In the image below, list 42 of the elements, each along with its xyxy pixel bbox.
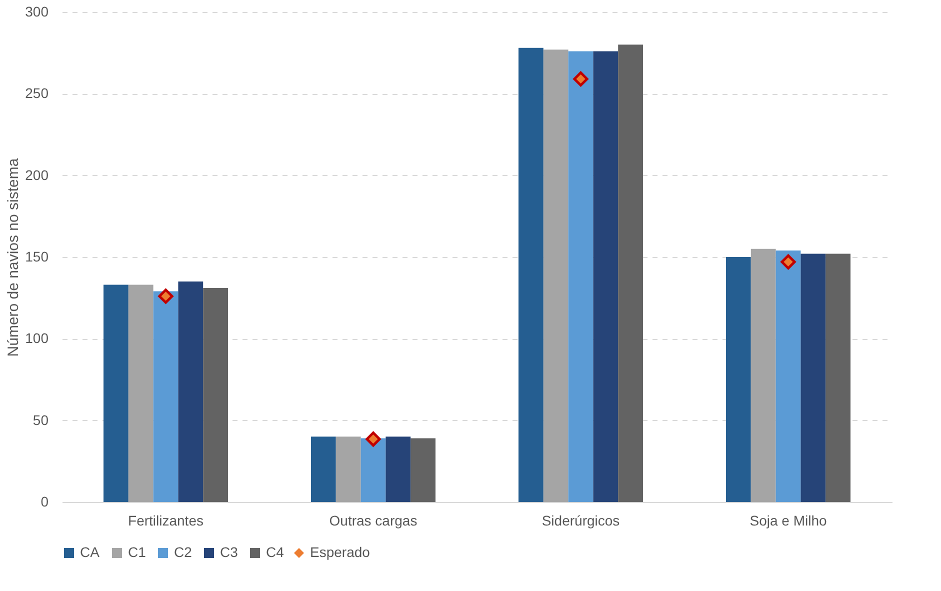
y-tick-label: 100 bbox=[25, 330, 49, 346]
bar bbox=[336, 436, 361, 502]
bar bbox=[543, 50, 568, 502]
y-tick-label: 50 bbox=[32, 412, 49, 428]
bar bbox=[178, 282, 204, 502]
bar bbox=[593, 51, 618, 502]
bar bbox=[153, 291, 178, 502]
bar bbox=[826, 254, 850, 502]
y-tick-label: 250 bbox=[25, 85, 49, 102]
bar bbox=[410, 438, 436, 502]
x-tick-label: Siderúrgicos bbox=[542, 512, 620, 528]
y-tick-label: 150 bbox=[25, 248, 49, 264]
bar bbox=[311, 436, 336, 502]
y-tick-label: 200 bbox=[25, 166, 49, 183]
y-tick-label: 0 bbox=[40, 494, 49, 510]
point bbox=[158, 288, 174, 304]
x-tick-label: Fertilizantes bbox=[128, 512, 204, 528]
legend-label: CA bbox=[80, 544, 100, 560]
bar bbox=[618, 44, 643, 502]
bar bbox=[800, 254, 826, 502]
y-tick-label: 300 bbox=[25, 4, 49, 20]
bar bbox=[518, 48, 544, 502]
bar bbox=[104, 284, 128, 502]
legend-label: C1 bbox=[128, 544, 146, 560]
bar bbox=[386, 436, 411, 502]
bar bbox=[203, 288, 228, 502]
x-tick-label: Soja e Milho bbox=[750, 512, 827, 528]
bar bbox=[776, 250, 801, 502]
bar bbox=[128, 284, 154, 502]
legend-label: Esperado bbox=[310, 544, 370, 560]
bar bbox=[360, 438, 386, 502]
point bbox=[573, 71, 588, 87]
point bbox=[366, 432, 381, 447]
bar bbox=[568, 51, 594, 502]
bar bbox=[750, 248, 776, 502]
x-tick-label: Outras cargas bbox=[329, 512, 418, 528]
legend-label: C4 bbox=[266, 544, 284, 560]
point bbox=[780, 254, 796, 270]
bar bbox=[726, 257, 751, 502]
legend-label: C2 bbox=[174, 544, 192, 560]
y-axis-title: Número de navios no sistema bbox=[5, 158, 22, 357]
legend-label: C3 bbox=[220, 544, 238, 560]
